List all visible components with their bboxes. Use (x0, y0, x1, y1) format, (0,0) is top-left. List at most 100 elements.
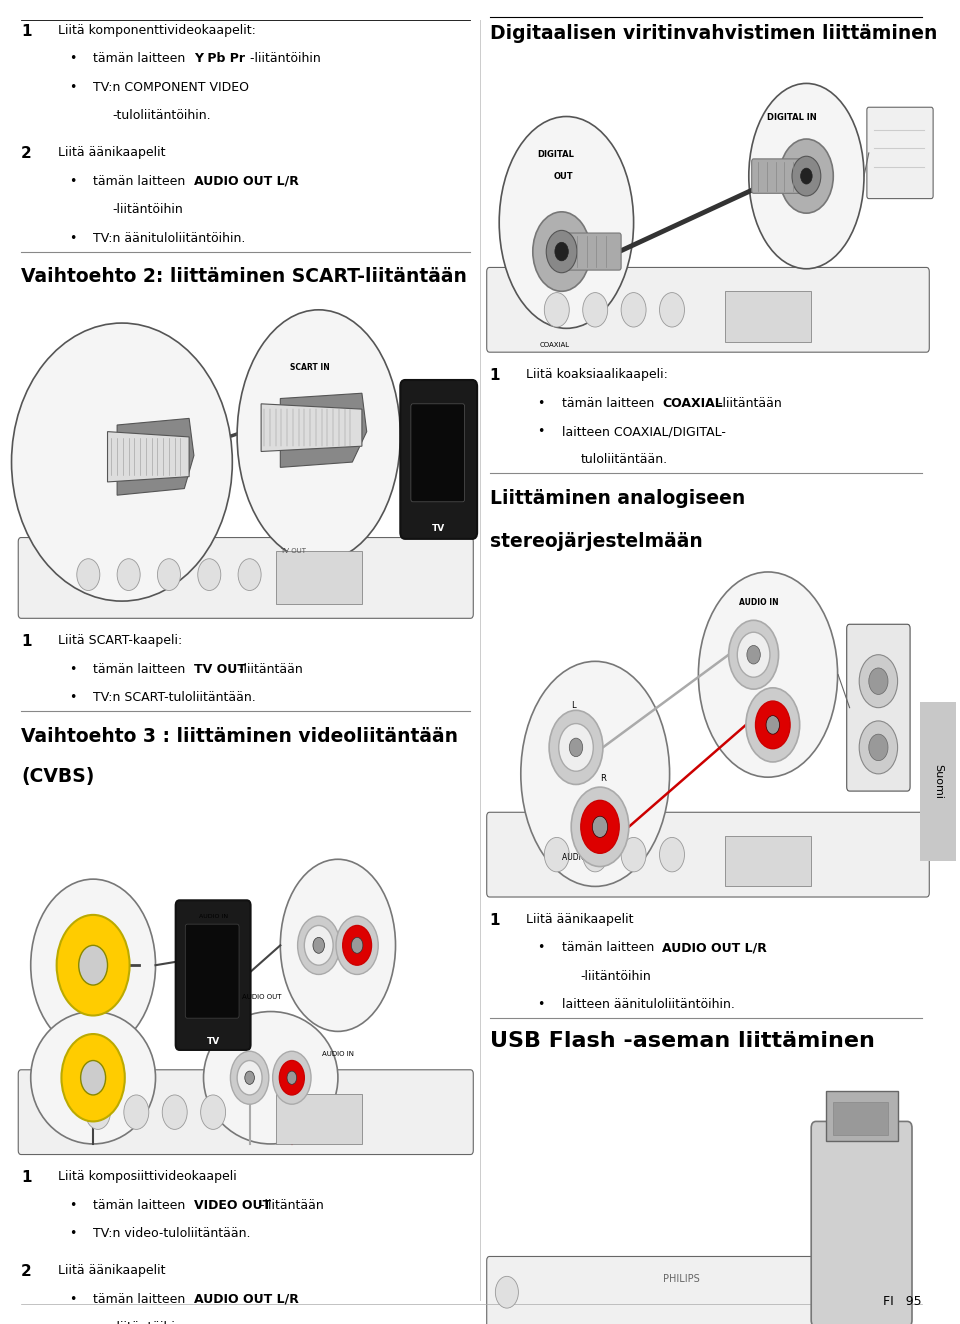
Text: -liitäntöihin: -liitäntöihin (581, 970, 652, 982)
Ellipse shape (698, 572, 837, 777)
Ellipse shape (280, 859, 396, 1031)
Text: Liittäminen analogiseen: Liittäminen analogiseen (490, 490, 745, 508)
Circle shape (780, 139, 833, 213)
Text: Liitä koaksiaalikaapeli:: Liitä koaksiaalikaapeli: (526, 368, 668, 381)
Text: Liitä äänikaapelit: Liitä äänikaapelit (58, 147, 165, 159)
Ellipse shape (31, 879, 156, 1051)
FancyBboxPatch shape (400, 380, 477, 539)
Ellipse shape (204, 1012, 338, 1144)
Circle shape (533, 212, 590, 291)
Circle shape (343, 925, 372, 965)
Circle shape (746, 688, 800, 763)
Text: tämän laitteen: tämän laitteen (93, 662, 189, 675)
Circle shape (621, 838, 646, 873)
Circle shape (124, 1095, 149, 1129)
Ellipse shape (12, 323, 232, 601)
Ellipse shape (237, 310, 400, 561)
Text: -liitäntään: -liitäntään (714, 397, 782, 409)
Circle shape (859, 722, 898, 775)
Circle shape (859, 655, 898, 708)
FancyBboxPatch shape (487, 1256, 896, 1324)
Text: •: • (69, 53, 77, 65)
Text: •: • (69, 175, 77, 188)
Circle shape (544, 838, 569, 873)
Circle shape (117, 559, 140, 591)
Circle shape (79, 945, 108, 985)
Circle shape (162, 1095, 187, 1129)
Circle shape (304, 925, 333, 965)
FancyBboxPatch shape (869, 1268, 890, 1316)
Text: DIGITAL: DIGITAL (538, 150, 574, 159)
Circle shape (198, 559, 221, 591)
Text: Y Pb Pr: Y Pb Pr (194, 53, 245, 65)
Text: VIDEO OUT: VIDEO OUT (64, 994, 103, 1001)
Text: AUDIO IN: AUDIO IN (738, 598, 779, 606)
Text: PHILIPS: PHILIPS (663, 1274, 700, 1284)
Ellipse shape (521, 662, 670, 887)
Circle shape (737, 633, 770, 678)
Polygon shape (108, 432, 189, 482)
Text: DIGITAL IN: DIGITAL IN (767, 113, 817, 122)
Text: •: • (69, 662, 77, 675)
Text: OUT: OUT (554, 172, 573, 181)
Circle shape (546, 230, 577, 273)
FancyBboxPatch shape (18, 538, 473, 618)
FancyBboxPatch shape (176, 900, 251, 1050)
Circle shape (273, 1051, 311, 1104)
Text: L: L (744, 662, 749, 670)
Circle shape (908, 138, 931, 169)
FancyBboxPatch shape (725, 291, 811, 342)
Polygon shape (280, 393, 367, 467)
Text: 1: 1 (21, 1170, 32, 1185)
FancyBboxPatch shape (560, 233, 621, 270)
Text: -liitäntöihin: -liitäntöihin (246, 53, 321, 65)
Circle shape (581, 800, 619, 854)
Text: tämän laitteen: tämän laitteen (93, 53, 189, 65)
Circle shape (756, 702, 790, 749)
Text: TV:n COMPONENT VIDEO: TV:n COMPONENT VIDEO (93, 81, 250, 94)
Text: L: L (571, 702, 576, 710)
Circle shape (592, 816, 608, 838)
Text: TV OUT: TV OUT (280, 548, 306, 555)
FancyBboxPatch shape (847, 625, 910, 792)
Text: Digitaalisen viritinvahvistimen liittäminen: Digitaalisen viritinvahvistimen liittämi… (490, 24, 937, 42)
Text: -tuloliitäntöihin.: -tuloliitäntöihin. (112, 110, 211, 122)
Text: 2: 2 (21, 1264, 32, 1279)
Text: •: • (69, 1200, 77, 1211)
Text: FI   95: FI 95 (883, 1295, 922, 1308)
Text: Liitä äänikaapelit: Liitä äänikaapelit (58, 1264, 165, 1278)
Text: tämän laitteen: tämän laitteen (93, 1292, 189, 1305)
Text: 1: 1 (21, 24, 32, 38)
FancyBboxPatch shape (874, 177, 886, 189)
Circle shape (827, 1280, 844, 1304)
Text: -liitäntään: -liitäntään (256, 1200, 324, 1211)
Text: Vaihtoehto 2: liittäminen SCART-liitäntään: Vaihtoehto 2: liittäminen SCART-liitäntä… (21, 267, 467, 286)
Text: AUDIO OUT: AUDIO OUT (562, 854, 605, 862)
Polygon shape (117, 418, 194, 495)
Text: AUDIO OUT: AUDIO OUT (242, 994, 281, 1001)
Text: -liitäntöihin: -liitäntöihin (112, 203, 183, 216)
Text: USB Flash -aseman liittäminen: USB Flash -aseman liittäminen (490, 1031, 875, 1051)
Text: laitteen COAXIAL/DIGITAL-: laitteen COAXIAL/DIGITAL- (562, 425, 726, 438)
Text: TV: TV (206, 1037, 220, 1046)
Text: 2: 2 (21, 147, 32, 162)
FancyBboxPatch shape (18, 1070, 473, 1155)
Circle shape (747, 646, 760, 665)
Text: AUDIO OUT L/R: AUDIO OUT L/R (194, 175, 299, 188)
Circle shape (583, 838, 608, 873)
Circle shape (549, 711, 603, 785)
Circle shape (766, 715, 780, 735)
Circle shape (555, 242, 568, 261)
Circle shape (201, 1095, 226, 1129)
Circle shape (279, 1061, 304, 1095)
Text: tämän laitteen: tämän laitteen (562, 397, 658, 409)
Circle shape (660, 838, 684, 873)
Text: •: • (69, 1292, 77, 1305)
Circle shape (869, 735, 888, 761)
Text: •: • (538, 425, 545, 438)
Circle shape (660, 293, 684, 327)
Text: AUDIO OUT L/R: AUDIO OUT L/R (194, 1292, 299, 1305)
Text: tämän laitteen: tämän laitteen (562, 941, 658, 955)
Text: COAXIAL: COAXIAL (540, 342, 569, 348)
FancyBboxPatch shape (833, 1102, 888, 1135)
